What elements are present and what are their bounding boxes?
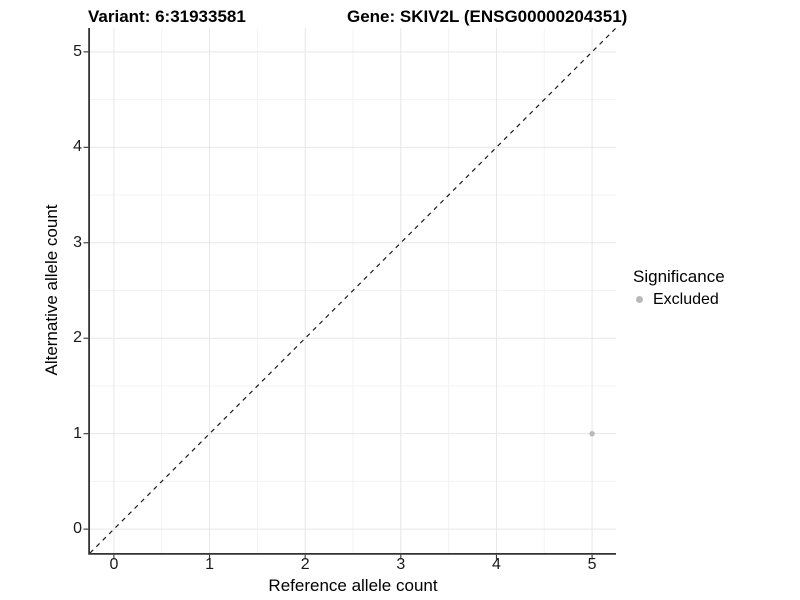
legend-title: Significance (633, 267, 725, 286)
y-tick-label: 4 (73, 138, 82, 156)
x-axis-title: Reference allele count (268, 576, 438, 595)
plot-title-variant: Variant: 6:31933581 (88, 7, 246, 26)
y-tick-label: 2 (73, 329, 82, 347)
x-tick-label: 0 (109, 556, 119, 573)
x-tick-label: 4 (492, 556, 501, 573)
legend-item-label: Excluded (653, 291, 719, 308)
x-tick-label: 1 (205, 556, 214, 573)
x-tick-label: 5 (587, 556, 597, 573)
legend-item-excluded: Excluded (630, 290, 725, 309)
y-tick-label: 3 (73, 233, 82, 251)
plot-title-gene: Gene: SKIV2L (ENSG00000204351) (347, 7, 628, 26)
data-point (589, 430, 595, 437)
legend-point-icon (636, 296, 643, 303)
x-tick-label: 2 (300, 556, 310, 573)
identity-line (89, 27, 617, 554)
y-tick-label: 0 (73, 520, 82, 538)
y-tick-label: 5 (73, 42, 82, 60)
y-axis-title: Alternative allele count (42, 204, 61, 376)
x-tick-label: 3 (396, 556, 406, 573)
y-tick-label: 1 (73, 424, 82, 442)
legend: Significance Excluded (630, 266, 725, 309)
